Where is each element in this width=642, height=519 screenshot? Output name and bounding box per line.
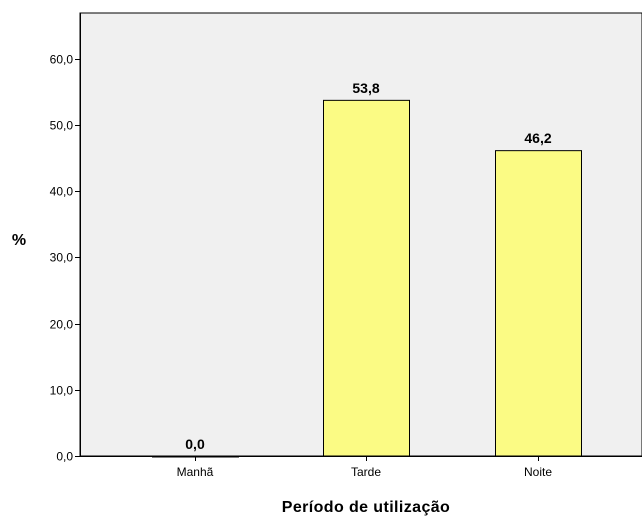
- bars: [152, 99, 582, 458]
- bar-value-label: 46,2: [524, 130, 551, 146]
- x-axis-title: Período de utilização: [282, 499, 450, 516]
- y-axis-title: %: [12, 232, 26, 249]
- bar-value-label: 53,8: [352, 80, 379, 96]
- y-axis-ticks: 0,0 10,0 20,0 30,0 40,0 50,0 60,0: [50, 53, 80, 464]
- y-tick-label: 10,0: [50, 384, 74, 398]
- bar-value-label: 0,0: [185, 436, 205, 452]
- y-tick-label: 50,0: [50, 119, 74, 133]
- x-axis-ticks: Manhã Tarde Noite: [177, 456, 552, 479]
- y-tick-label: 40,0: [50, 185, 74, 199]
- bar: [323, 99, 410, 457]
- x-tick-label: Manhã: [177, 465, 214, 479]
- y-tick-label: 0,0: [56, 450, 73, 464]
- x-tick-label: Tarde: [351, 465, 381, 479]
- x-tick-label: Noite: [524, 465, 552, 479]
- y-tick-label: 30,0: [50, 251, 74, 265]
- data-labels: 0,0 53,8 46,2: [185, 80, 552, 452]
- y-tick-label: 60,0: [50, 53, 74, 67]
- y-tick-label: 20,0: [50, 318, 74, 332]
- bar: [495, 150, 582, 457]
